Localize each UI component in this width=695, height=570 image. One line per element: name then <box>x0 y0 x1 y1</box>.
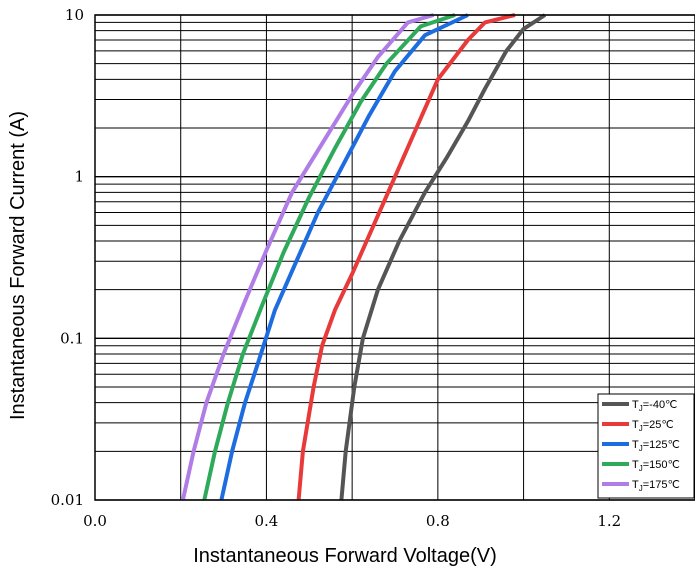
series-layer <box>180 13 547 501</box>
x-axis-title: Instantaneous Forward Voltage(V) <box>193 545 497 567</box>
y-tick-label: 0.1 <box>60 329 84 347</box>
series-line-1 <box>296 13 516 501</box>
y-axis-title: Instantaneous Forward Current (A) <box>7 111 29 420</box>
legend-label-1: TJ=25℃ <box>632 419 674 433</box>
legend-label-0: TJ=-40℃ <box>632 399 677 413</box>
series-line-4 <box>180 13 435 501</box>
y-tick-label: 10 <box>65 6 84 24</box>
plot-frame <box>94 14 695 501</box>
legend-label-3: TJ=150℃ <box>632 459 680 473</box>
y-tick-label: 0.01 <box>51 491 84 509</box>
y-tick-label: 1 <box>74 168 84 186</box>
x-tick-label: 0.0 <box>83 512 107 530</box>
x-tick-label: 0.8 <box>426 512 450 530</box>
series-line-3 <box>202 13 456 501</box>
tick-labels: 0.0 0.4 0.8 1.2 0.01 0.1 1 10 <box>51 6 622 530</box>
series-line-2 <box>219 13 469 501</box>
x-tick-label: 1.2 <box>597 512 621 530</box>
minor-grid <box>95 21 695 452</box>
legend: TJ=-40℃ TJ=25℃ TJ=125℃ TJ=150℃ TJ=175℃ <box>597 393 695 499</box>
series-line-0 <box>339 13 547 501</box>
legend-label-2: TJ=125℃ <box>632 439 680 453</box>
x-tick-label: 0.4 <box>254 512 278 530</box>
legend-label-4: TJ=175℃ <box>632 479 680 493</box>
